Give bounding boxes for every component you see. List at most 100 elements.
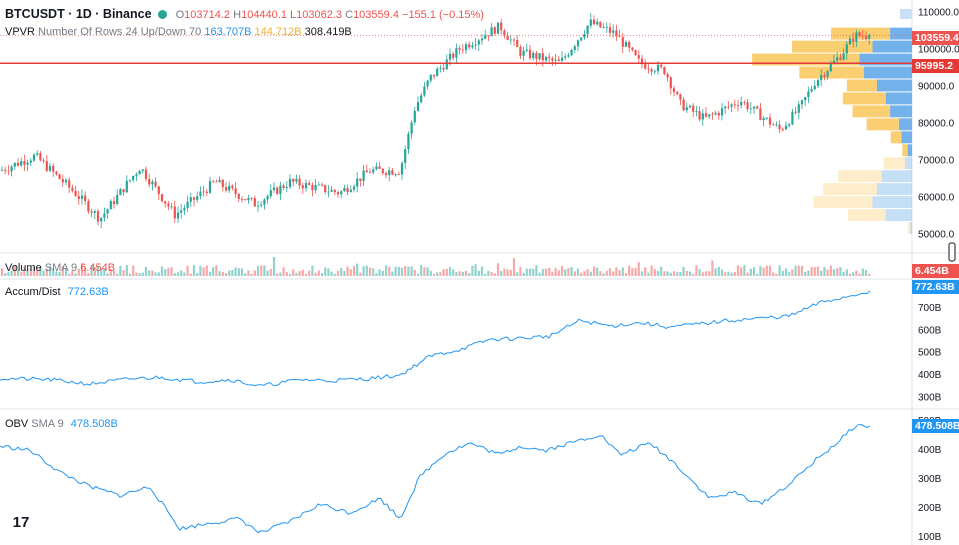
volume-bar — [80, 263, 84, 276]
obv-legend[interactable]: OBV SMA 9 478.508B — [5, 417, 118, 431]
volume-bar — [221, 271, 224, 276]
candle-body — [570, 49, 573, 56]
volume-bar — [407, 266, 410, 276]
volume-bar — [279, 272, 282, 276]
candle-body — [759, 108, 762, 121]
candle-body — [756, 106, 759, 109]
candle-body — [388, 170, 391, 175]
candle-body — [285, 187, 288, 188]
candle-body — [308, 182, 311, 185]
price-tick-label: 50000.0 — [918, 230, 955, 241]
candle-body — [650, 69, 653, 72]
candle-body — [730, 104, 733, 107]
volume-bar — [343, 270, 346, 276]
volume-bar — [4, 273, 7, 276]
candle-body — [500, 22, 503, 31]
volume-bar — [797, 265, 800, 276]
obv-params: SMA 9 — [31, 418, 64, 430]
volume-bar — [64, 267, 68, 276]
volume-bar — [68, 273, 71, 276]
volume-bar — [429, 270, 432, 276]
candle-body — [752, 106, 756, 109]
candle-body — [765, 117, 768, 119]
volume-bar — [189, 273, 192, 276]
volume-bar — [394, 266, 397, 276]
vpvr-up-value: 163.707B — [204, 26, 252, 38]
candle-body — [154, 181, 157, 187]
candle-body — [845, 44, 848, 54]
volume-bar — [314, 272, 317, 276]
volume-bar — [0, 268, 4, 276]
candle-body — [103, 213, 106, 218]
symbol-title[interactable]: BTCUSDT · 1D · Binance — [5, 7, 152, 21]
vp-down-bar — [890, 131, 902, 144]
volume-bar — [212, 267, 215, 276]
volume-bar — [586, 269, 589, 276]
candle-body — [314, 184, 317, 191]
candle-body — [404, 149, 407, 164]
candle-body — [263, 199, 266, 205]
vp-up-bar — [901, 131, 912, 144]
volume-bar — [816, 266, 820, 276]
volume-bar — [356, 263, 359, 276]
candle-body — [16, 162, 20, 166]
candle-body — [183, 208, 186, 211]
volume-bar — [490, 271, 493, 276]
volume-bar — [759, 266, 762, 276]
candle-body — [186, 201, 189, 209]
vp-down-bar — [813, 196, 873, 209]
candle-body — [461, 49, 464, 51]
volume-bar — [618, 270, 621, 276]
candle-body — [717, 112, 720, 116]
vp-down-bar — [842, 92, 886, 105]
volume-bar — [752, 267, 756, 276]
candle-body — [628, 42, 631, 48]
volume-bar — [71, 270, 74, 276]
candle-body — [23, 161, 26, 165]
volume-bar — [535, 265, 538, 276]
candle-body — [829, 63, 832, 72]
ohlc-high: 104440.1 — [241, 9, 287, 21]
candle-body — [608, 27, 612, 33]
candle-body — [573, 46, 576, 50]
tradingview-logo[interactable]: 17 — [8, 512, 34, 534]
candle-body — [452, 53, 455, 58]
hline-price-badge[interactable]: 95995.2 — [912, 59, 959, 73]
volume-bar — [804, 271, 807, 276]
volume-bar — [775, 273, 778, 276]
volume-bar — [647, 272, 650, 276]
volume-bar — [32, 266, 36, 276]
accum-legend[interactable]: Accum/Dist 772.63B — [5, 285, 109, 299]
candle-body — [864, 36, 868, 39]
volume-bar — [160, 266, 164, 276]
volume-bar — [644, 267, 647, 276]
candle-body — [138, 170, 141, 175]
vp-up-bar — [876, 183, 912, 196]
volume-bar — [810, 267, 813, 276]
accum-badge: 772.63B — [912, 280, 959, 294]
volume-bar — [628, 265, 631, 276]
candle-body — [234, 188, 237, 194]
axis-scroll-marker — [900, 9, 912, 19]
candle-body — [778, 124, 781, 130]
candle-body — [660, 64, 663, 67]
volume-bar — [237, 268, 240, 276]
volume-bar — [820, 270, 823, 276]
candle-body — [477, 40, 480, 45]
vpvr-legend[interactable]: VPVR Number Of Rows 24 Up/Down 70 163.70… — [5, 25, 352, 39]
volume-bar — [304, 273, 308, 276]
candle-body — [852, 38, 855, 42]
candle-body — [394, 174, 397, 175]
candle-body — [106, 209, 109, 214]
candle-body — [532, 52, 535, 59]
volume-bar — [506, 269, 509, 276]
candle-body — [61, 179, 64, 183]
volume-bar — [285, 271, 288, 276]
volume-legend[interactable]: Volume SMA 9 6.454B — [5, 261, 115, 275]
candle-body — [151, 181, 154, 185]
candle-body — [826, 71, 829, 77]
accum-tick-label: 700B — [918, 303, 942, 314]
candle-body — [535, 52, 538, 60]
candle-body — [378, 166, 381, 169]
